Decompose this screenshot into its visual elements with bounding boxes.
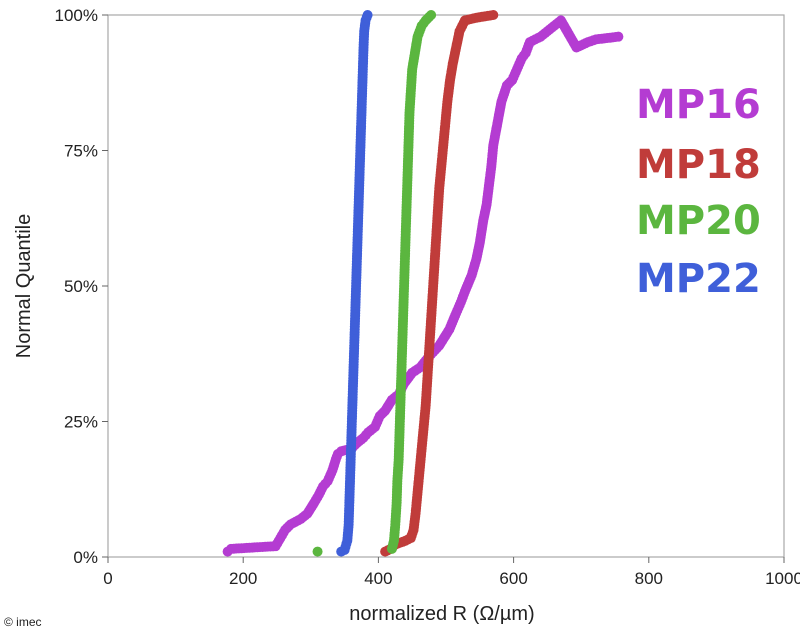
legend-entry-mp22: MP22 [636, 256, 761, 302]
y-tick-label: 100% [55, 6, 98, 25]
data-point [613, 31, 624, 42]
series-mp20 [312, 10, 437, 557]
data-points [222, 10, 624, 557]
y-tick-label: 75% [64, 142, 98, 161]
series-mp18 [380, 10, 499, 557]
x-tick-label: 400 [364, 569, 392, 588]
y-axis-label: Normal Quantile [13, 214, 35, 359]
legend-entry-mp16: MP16 [636, 82, 761, 128]
data-point [312, 546, 323, 557]
x-tick-label: 600 [499, 569, 527, 588]
legend: MP16 MP18 MP20 MP22 [636, 82, 761, 302]
data-point [426, 10, 437, 20]
y-tick-label: 0% [73, 548, 98, 567]
y-tick-label: 50% [64, 277, 98, 296]
series-mp22 [336, 10, 373, 557]
axes: 0 200 400 600 800 1000 0% 25% 50% 75% 100% [55, 6, 800, 588]
x-tick-label: 800 [635, 569, 663, 588]
data-point [362, 10, 373, 20]
legend-entry-mp20: MP20 [636, 198, 761, 244]
x-tick-label: 0 [103, 569, 112, 588]
x-axis-label: normalized R (Ω/µm) [349, 603, 534, 625]
x-tick-label: 200 [229, 569, 257, 588]
x-tick-label: 1000 [765, 569, 800, 588]
data-point [488, 10, 499, 20]
copyright-notice: © imec [4, 615, 42, 629]
legend-entry-mp18: MP18 [636, 142, 761, 188]
y-tick-label: 25% [64, 413, 98, 432]
